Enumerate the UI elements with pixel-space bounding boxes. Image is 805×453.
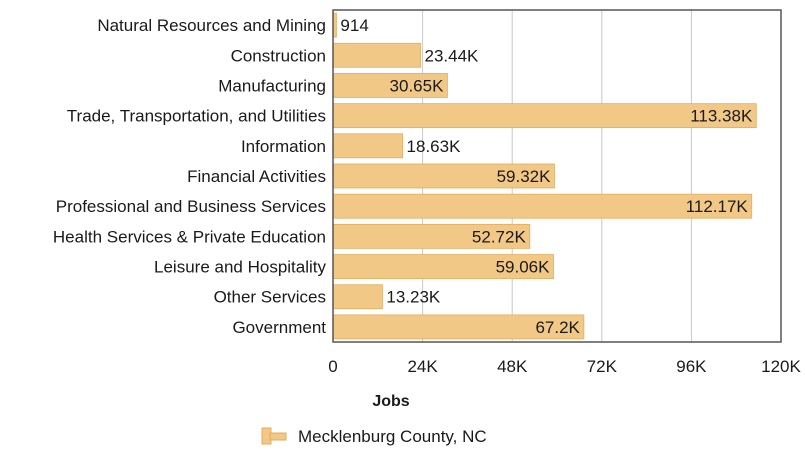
x-tick-label: 120K [761, 357, 801, 376]
x-axis-title: Jobs [372, 393, 409, 410]
data-label: 30.65K [390, 76, 445, 95]
legend-label: Mecklenburg County, NC [298, 427, 487, 446]
x-tick-labels: 0 24K 48K 72K 96K 120K [328, 357, 801, 376]
data-label: 59.06K [496, 258, 551, 277]
category-labels: Natural Resources and Mining Construction… [53, 16, 327, 337]
data-label: 112.17K [686, 197, 749, 216]
bar [332, 254, 554, 279]
category-label: Trade, Transportation, and Utilities [67, 107, 326, 126]
bar [332, 42, 421, 68]
category-label: Financial Activities [187, 167, 326, 186]
bar [332, 133, 403, 159]
x-tick-label: 24K [407, 357, 438, 376]
data-label: 18.63K [407, 137, 462, 156]
category-label: Natural Resources and Mining [97, 16, 326, 35]
bar [332, 103, 757, 129]
bar [332, 284, 383, 310]
bar [332, 73, 448, 98]
bar [332, 223, 531, 249]
category-label: Professional and Business Services [56, 197, 326, 216]
data-label: 23.44K [425, 46, 480, 65]
data-label: 13.23K [386, 288, 441, 307]
data-label: 67.2K [535, 318, 580, 337]
x-tick-label: 96K [676, 357, 707, 376]
legend-swatch-icon [261, 427, 287, 445]
category-label: Manufacturing [218, 76, 326, 95]
bar [332, 193, 753, 219]
category-label: Government [232, 318, 326, 337]
x-tick-label: 48K [497, 357, 528, 376]
data-label: 52.72K [472, 227, 527, 246]
category-label: Other Services [214, 288, 326, 307]
category-label: Leisure and Hospitality [154, 258, 326, 277]
category-label: Information [241, 137, 326, 156]
bar [332, 163, 555, 189]
data-label: 914 [340, 16, 368, 35]
data-label: 59.32K [497, 167, 552, 186]
x-tick-label: 0 [328, 357, 337, 376]
bars: 914 23.44K 30.65K 113.38K 18.63K 59.32K 112.17… [332, 12, 757, 340]
category-label: Health Services & Private Education [53, 227, 326, 246]
bar [332, 314, 585, 340]
plot-frame [332, 9, 782, 343]
legend: Mecklenburg County, NC [261, 427, 487, 446]
category-label: Construction [231, 46, 326, 65]
x-tick-label: 72K [587, 357, 618, 376]
data-label: 113.38K [690, 107, 753, 126]
